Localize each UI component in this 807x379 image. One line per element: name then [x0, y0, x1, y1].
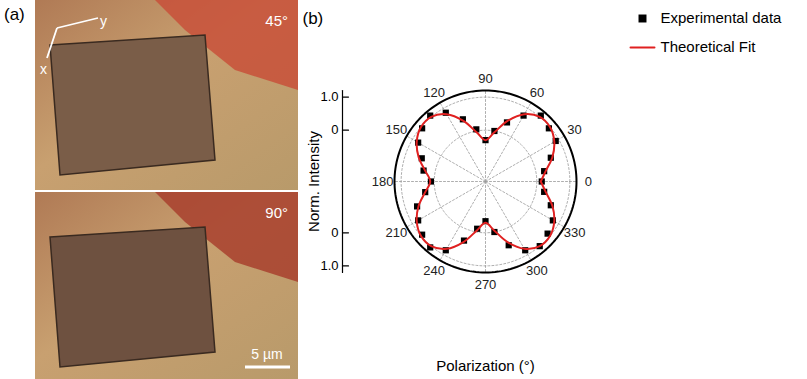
svg-text:Polarization (°): Polarization (°)	[436, 357, 535, 374]
svg-text:Norm. Intensity: Norm. Intensity	[305, 131, 322, 232]
svg-text:30: 30	[567, 122, 581, 137]
svg-text:0: 0	[331, 122, 338, 137]
svg-text:5 µm: 5 µm	[251, 346, 282, 362]
svg-text:(a): (a)	[4, 5, 25, 24]
svg-text:45°: 45°	[265, 12, 288, 29]
svg-text:210: 210	[386, 225, 408, 240]
svg-text:Theoretical Fit: Theoretical Fit	[661, 38, 757, 55]
svg-text:60: 60	[530, 85, 544, 100]
svg-text:(b): (b)	[303, 9, 324, 28]
svg-text:270: 270	[475, 276, 497, 291]
svg-text:y: y	[100, 13, 107, 29]
svg-text:0: 0	[585, 174, 592, 189]
svg-text:120: 120	[423, 85, 445, 100]
svg-text:90°: 90°	[265, 204, 288, 221]
svg-text:90: 90	[478, 71, 492, 86]
svg-text:1.0: 1.0	[320, 89, 338, 104]
svg-text:330: 330	[564, 225, 586, 240]
svg-text:1.0: 1.0	[320, 258, 338, 273]
svg-text:Experimental data: Experimental data	[661, 9, 783, 26]
svg-text:240: 240	[423, 263, 445, 278]
svg-text:300: 300	[526, 263, 548, 278]
svg-text:x: x	[40, 61, 47, 77]
svg-text:150: 150	[386, 122, 408, 137]
svg-text:0: 0	[331, 225, 338, 240]
svg-text:180: 180	[372, 174, 394, 189]
